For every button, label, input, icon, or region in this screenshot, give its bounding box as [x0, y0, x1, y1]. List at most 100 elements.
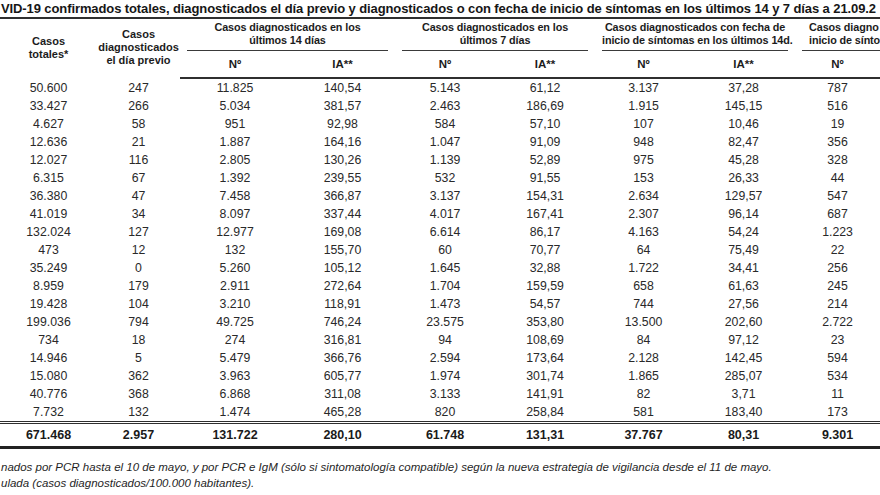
table-body: 50.60024711.825140,545.14361,123.13737,2…: [0, 78, 880, 423]
table-cell: 5.479: [180, 349, 290, 367]
table-cell: 2.128: [595, 349, 692, 367]
table-cell: 40.776: [0, 385, 97, 403]
table-cell: 54,24: [692, 223, 795, 241]
table-cell: 127: [97, 223, 180, 241]
subcol-header-n-sint: Nº: [595, 51, 692, 78]
table-cell: 6.614: [395, 223, 495, 241]
total-cell: 61.748: [395, 423, 495, 448]
table-cell: 159,59: [495, 277, 595, 295]
table-cell: 67: [97, 169, 180, 187]
group-label-line: últimos 14 días: [249, 34, 326, 46]
table-row: 35.24905.260105,121.64532,881.72234,4125…: [0, 259, 880, 277]
table-cell: 96,14: [692, 205, 795, 223]
table-cell: 86,17: [495, 223, 595, 241]
table-cell: 3,71: [692, 385, 795, 403]
table-cell: 820: [395, 403, 495, 423]
table-cell: 13.500: [595, 313, 692, 331]
table-footer: 671.468 2.957 131.722 280,10 61.748 131,…: [0, 423, 880, 448]
table-cell: 7.732: [0, 403, 97, 423]
table-cell: 4.163: [595, 223, 692, 241]
table-cell: 35.249: [0, 259, 97, 277]
table-row: 47312132155,706070,776475,4922: [0, 241, 880, 259]
table-cell: 45,28: [692, 151, 795, 169]
group-label-line: Casos diagnosticados en los: [214, 21, 360, 33]
table-cell: 473: [0, 241, 97, 259]
table-cell: 70,77: [495, 241, 595, 259]
group-label-line: Casos diagnosticados en los: [422, 21, 568, 33]
table-cell: 33.427: [0, 97, 97, 115]
table-cell: 91,09: [495, 133, 595, 151]
table-cell: 36.380: [0, 187, 97, 205]
table-cell: 1.473: [395, 295, 495, 313]
table-cell: 179: [97, 277, 180, 295]
table-cell: 2.307: [595, 205, 692, 223]
table-cell: 22: [795, 241, 880, 259]
table-cell: 41.019: [0, 205, 97, 223]
table-cell: 50.600: [0, 78, 97, 97]
total-cell: 2.957: [97, 423, 180, 448]
table-cell: 153: [595, 169, 692, 187]
total-cell: 37.767: [595, 423, 692, 448]
table-row: 41.019348.097337,444.017167,412.30796,14…: [0, 205, 880, 223]
table-cell: 167,41: [495, 205, 595, 223]
table-cell: 169,08: [290, 223, 395, 241]
table-cell: 97,12: [692, 331, 795, 349]
table-row: 73418274316,8194108,698497,1223: [0, 331, 880, 349]
table-cell: 5.034: [180, 97, 290, 115]
table-cell: 118,91: [290, 295, 395, 313]
table-cell: 173: [795, 403, 880, 423]
table-cell: 132.024: [0, 223, 97, 241]
subcol-header-ia-7d: IA**: [495, 51, 595, 78]
table-cell: 272,64: [290, 277, 395, 295]
table-cell: 155,70: [290, 241, 395, 259]
table-cell: 10,46: [692, 115, 795, 133]
table-cell: 21: [97, 133, 180, 151]
table-cell: 1.704: [395, 277, 495, 295]
table-cell: 12: [97, 241, 180, 259]
col-header-line: Casos: [32, 35, 65, 47]
table-cell: 61,12: [495, 78, 595, 97]
col-header-line: diagnosticados: [98, 41, 179, 53]
table-row: 7.7321321.474465,28820258,84581183,40173: [0, 403, 880, 423]
table-cell: 44: [795, 169, 880, 187]
table-cell: 285,07: [692, 367, 795, 385]
table-cell: 744: [595, 295, 692, 313]
table-header: Casos totales* Casos diagnosticados el d…: [0, 18, 880, 78]
table-cell: 534: [795, 367, 880, 385]
table-cell: 92,98: [290, 115, 395, 133]
table-row: 12.0271162.805130,261.13952,8997545,2832…: [0, 151, 880, 169]
table-cell: 8.959: [0, 277, 97, 295]
table-cell: 381,57: [290, 97, 395, 115]
table-row: 15.0803623.963605,771.974301,741.865285,…: [0, 367, 880, 385]
table-cell: 5: [97, 349, 180, 367]
table-cell: 75,49: [692, 241, 795, 259]
table-cell: 356: [795, 133, 880, 151]
table-cell: 18: [97, 331, 180, 349]
document: VID-19 confirmados totales, diagnosticad…: [0, 0, 880, 495]
table-cell: 258,84: [495, 403, 595, 423]
table-cell: 94: [395, 331, 495, 349]
table-row: 12.636211.887164,161.04791,0994882,47356: [0, 133, 880, 151]
group-label: Casos diagnosticados con fecha de inicio…: [602, 19, 788, 51]
table-cell: 1.865: [595, 367, 692, 385]
table-cell: 8.097: [180, 205, 290, 223]
table-cell: 6.868: [180, 385, 290, 403]
table-cell: 734: [0, 331, 97, 349]
subcol-header-n-7d: Nº: [395, 51, 495, 78]
table-cell: 5.260: [180, 259, 290, 277]
group-label: Casos diagnosticados en los últimos 14 d…: [187, 19, 388, 51]
group-label-line: inicio de síntomas en los últimos 14d.: [602, 34, 793, 46]
table-cell: 1.915: [595, 97, 692, 115]
table-cell: 516: [795, 97, 880, 115]
table-cell: 594: [795, 349, 880, 367]
table-cell: 145,15: [692, 97, 795, 115]
table-cell: 3.133: [395, 385, 495, 403]
table-cell: 12.977: [180, 223, 290, 241]
table-cell: 129,57: [692, 187, 795, 205]
table-cell: 532: [395, 169, 495, 187]
table-cell: 12.636: [0, 133, 97, 151]
total-cell: 131.722: [180, 423, 290, 448]
table-cell: 368: [97, 385, 180, 403]
total-cell: 671.468: [0, 423, 97, 448]
table-cell: 1.974: [395, 367, 495, 385]
